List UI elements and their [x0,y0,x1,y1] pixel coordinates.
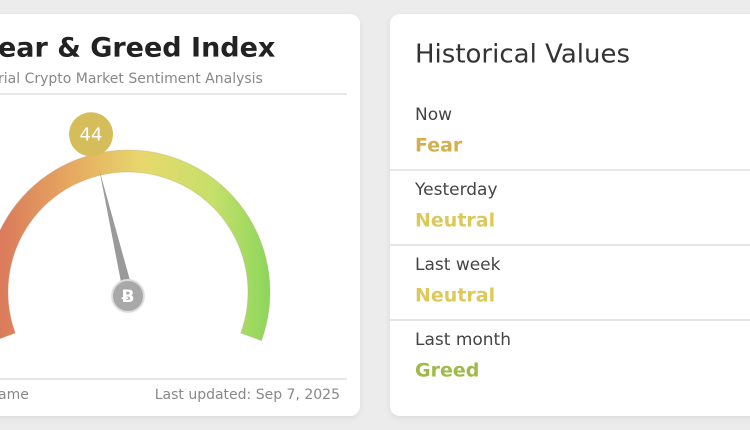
row-value: Greed [415,360,479,382]
row-label: Last month [415,330,511,350]
needle-hub [111,279,145,313]
needle [99,169,133,294]
history-rows: Now Fear Yesterday Neutral Last week Neutral L… [390,105,750,382]
row-value: Neutral [415,210,495,232]
history-title: Historical Values [415,40,630,70]
card-subtitle: rial Crypto Market Sentiment Analysis [0,71,263,87]
history-card [390,14,750,416]
row-label: Last week [415,255,501,275]
last-updated: Last updated: Sep 7, 2025 [155,387,340,403]
gauge-arc [0,149,271,342]
row-value: Neutral [415,285,495,307]
needle-layer: Ƀ 44 [69,112,145,313]
footer-left: ame [0,387,29,403]
card-title: ear & Greed Index [0,33,275,64]
gauge-value: 44 [80,124,103,145]
value-badge [69,112,114,157]
row-value: Fear [415,135,463,157]
row-label: Yesterday [414,180,498,200]
bitcoin-icon: Ƀ [122,287,135,307]
row-label: Now [415,105,452,125]
